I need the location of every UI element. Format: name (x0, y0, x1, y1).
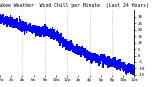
Text: Milwaukee Weather  Wind Chill per Minute  (Last 24 Hours): Milwaukee Weather Wind Chill per Minute … (0, 3, 149, 8)
